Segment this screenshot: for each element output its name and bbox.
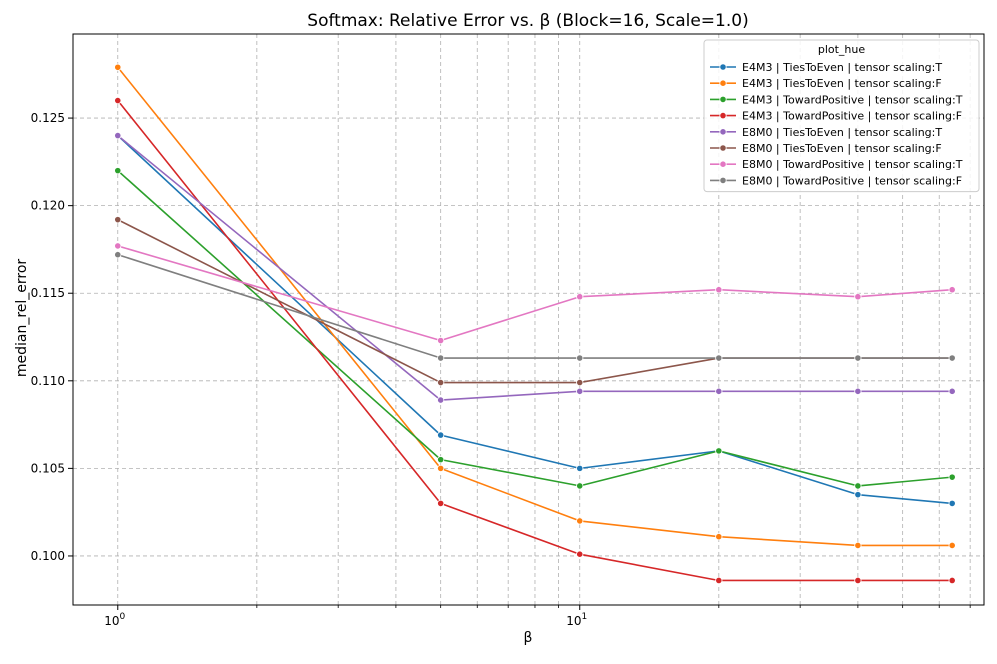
data-point: [948, 499, 956, 508]
legend-entry-label: E4M3 | TowardPositive | tensor scaling:F: [742, 110, 962, 123]
y-tick-label: 0.120: [31, 199, 65, 213]
series-line: [117, 66, 953, 547]
legend-entry-label: E4M3 | TiesToEven | tensor scaling:F: [742, 77, 942, 90]
series-line: [117, 170, 953, 487]
data-point: [114, 242, 122, 250]
grid: [73, 34, 984, 605]
data-point: [114, 131, 122, 140]
chart-title: Softmax: Relative Error vs. β (Block=16,…: [307, 11, 748, 31]
series-layer: [114, 63, 956, 585]
series-line: [117, 245, 953, 342]
data-point: [114, 167, 122, 175]
series-line: [117, 253, 953, 359]
data-point: [576, 517, 584, 525]
data-point: [948, 387, 956, 395]
x-axis-label: β: [524, 630, 533, 646]
data-point: [715, 533, 723, 541]
plot-frame: [72, 33, 985, 606]
data-point: [576, 482, 584, 490]
x-tick-label: 101: [566, 612, 587, 628]
y-tick-label: 0.115: [31, 286, 65, 300]
legend-swatch-marker: [719, 112, 727, 120]
data-point: [437, 396, 445, 404]
data-point: [854, 354, 862, 362]
data-point: [437, 464, 445, 472]
axes: 100 101 0.100 0.105 0.110 0.115 0.120 0.125: [31, 111, 971, 628]
data-point: [576, 464, 584, 472]
y-axis-label: median_rel_error: [14, 259, 30, 378]
legend-swatch-marker: [719, 63, 727, 71]
data-point: [854, 576, 862, 585]
legend-entry-label: E8M0 | TowardPositive | tensor scaling:F: [742, 174, 962, 187]
data-point: [715, 387, 723, 395]
data-point: [114, 63, 122, 71]
y-tick-label: 0.100: [31, 549, 65, 563]
legend-entry-label: E8M0 | TiesToEven | tensor scaling:F: [742, 142, 942, 155]
data-point: [437, 499, 445, 508]
data-point: [114, 96, 122, 105]
data-point: [437, 456, 445, 464]
data-point: [854, 482, 862, 490]
data-point: [114, 251, 122, 259]
legend-entry-label: E8M0 | TowardPositive | tensor scaling:T: [742, 158, 963, 171]
legend-entry-label: E8M0 | TiesToEven | tensor scaling:T: [742, 126, 942, 139]
legend-title: plot_hue: [818, 43, 866, 56]
data-point: [437, 431, 445, 439]
data-point: [854, 541, 862, 550]
data-point: [948, 541, 956, 550]
data-point: [948, 576, 956, 585]
data-point: [854, 491, 862, 499]
data-point: [715, 447, 723, 455]
legend: plot_hue E4M3 | TiesToEven | tensor scali…: [703, 39, 980, 193]
data-point: [576, 293, 584, 301]
y-tick-label: 0.110: [31, 374, 65, 388]
legend-swatch-marker: [719, 144, 727, 152]
legend-entry-label: E4M3 | TowardPositive | tensor scaling:T: [742, 93, 963, 106]
data-point: [437, 378, 445, 387]
legend-swatch-marker: [719, 79, 727, 87]
x-tick-label: 100: [104, 612, 125, 628]
y-tick-label: 0.125: [31, 111, 65, 125]
data-point: [576, 354, 584, 362]
data-point: [715, 576, 723, 585]
data-point: [715, 286, 723, 294]
legend-swatch-marker: [719, 176, 727, 184]
data-point: [576, 378, 584, 387]
data-point: [715, 354, 723, 362]
legend-box: [703, 39, 980, 193]
data-point: [854, 293, 862, 301]
data-point: [576, 550, 584, 558]
data-point: [114, 216, 122, 224]
series-line: [117, 135, 953, 505]
series-line: [117, 100, 953, 582]
data-point: [948, 473, 956, 481]
data-point: [948, 286, 956, 294]
legend-entry-label: E4M3 | TiesToEven | tensor scaling:T: [742, 61, 942, 74]
data-point: [437, 354, 445, 362]
legend-swatch-marker: [719, 128, 727, 136]
data-point: [437, 336, 445, 345]
data-point: [576, 387, 584, 395]
legend-swatch-marker: [719, 95, 727, 104]
legend-swatch-marker: [719, 160, 727, 168]
data-point: [854, 387, 862, 395]
y-tick-label: 0.105: [31, 461, 65, 475]
data-point: [948, 354, 956, 362]
